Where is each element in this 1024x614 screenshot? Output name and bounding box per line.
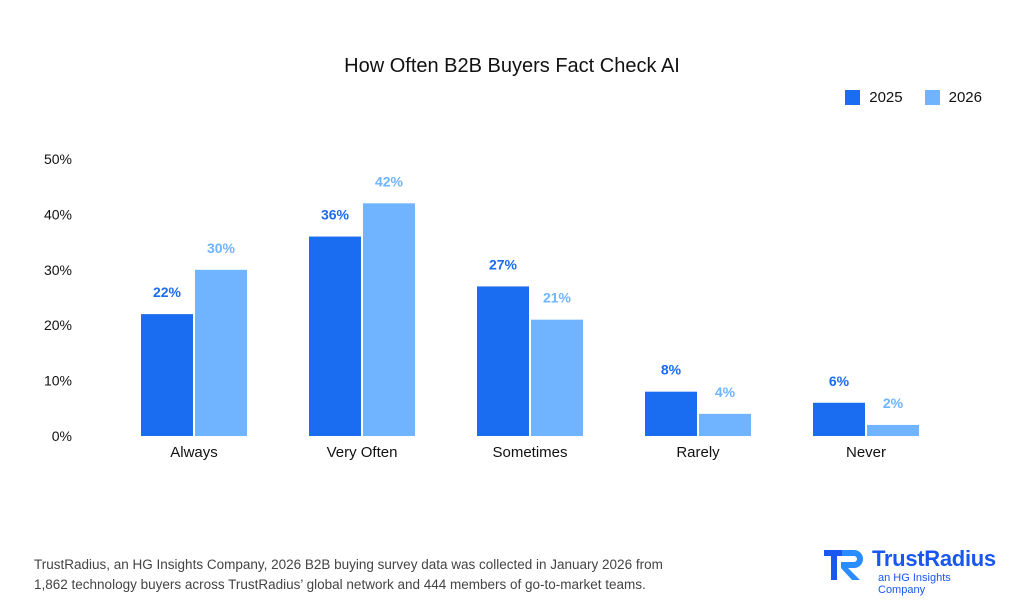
chart-title: How Often B2B Buyers Fact Check AI bbox=[344, 55, 680, 77]
logo-name: TrustRadius bbox=[872, 546, 996, 571]
data-label: 27% bbox=[489, 256, 518, 272]
legend-swatch-2026 bbox=[924, 90, 940, 105]
footnote-line-1: TrustRadius, an HG Insights Company, 202… bbox=[34, 557, 663, 572]
bar-2025-rarely bbox=[645, 391, 697, 436]
trustradius-logo-icon bbox=[824, 550, 863, 580]
data-label: 8% bbox=[661, 362, 682, 378]
bar-2025-always bbox=[141, 314, 193, 436]
bar-2026-sometimes bbox=[531, 319, 583, 436]
legend-item-2025: 2025 bbox=[845, 89, 903, 106]
bar-2025-sometimes bbox=[477, 286, 529, 436]
footnote-line-2: 1,862 technology buyers across TrustRadi… bbox=[34, 577, 646, 592]
data-label: 22% bbox=[153, 284, 182, 300]
data-label: 21% bbox=[543, 290, 572, 306]
footnote: TrustRadius, an HG Insights Company, 202… bbox=[34, 555, 734, 595]
legend: 2025 2026 bbox=[823, 89, 982, 106]
y-tick-label: 50% bbox=[44, 151, 72, 167]
bar-2026-always bbox=[195, 269, 247, 436]
legend-label-2026: 2026 bbox=[948, 89, 982, 106]
x-tick-label: Rarely bbox=[676, 444, 720, 461]
y-tick-label: 30% bbox=[44, 262, 72, 278]
data-label: 4% bbox=[715, 384, 736, 400]
x-tick-label: Never bbox=[846, 444, 886, 461]
y-tick-label: 10% bbox=[44, 373, 72, 389]
data-label: 6% bbox=[829, 373, 850, 389]
data-label: 2% bbox=[883, 395, 904, 411]
trustradius-logo: TrustRadius an HG Insights Company bbox=[824, 546, 999, 596]
y-tick-label: 20% bbox=[44, 317, 72, 333]
y-tick-label: 0% bbox=[52, 428, 72, 444]
bar-2025-never bbox=[813, 402, 865, 436]
x-tick-label: Sometimes bbox=[492, 444, 567, 461]
bar-2026-rarely bbox=[699, 413, 751, 436]
x-tick-label: Always bbox=[170, 444, 218, 461]
data-label: 36% bbox=[321, 207, 350, 223]
x-tick-label: Very Often bbox=[327, 444, 398, 461]
legend-swatch-2025 bbox=[845, 90, 861, 105]
legend-label-2025: 2025 bbox=[869, 89, 903, 106]
bar-2026-very-often bbox=[363, 203, 415, 436]
logo-tagline: an HG Insights Company bbox=[878, 572, 951, 596]
data-label: 30% bbox=[207, 240, 236, 256]
data-label: 42% bbox=[375, 173, 404, 189]
bar-2026-never bbox=[867, 424, 919, 436]
bar-2025-very-often bbox=[309, 236, 361, 436]
y-tick-label: 40% bbox=[44, 206, 72, 222]
legend-item-2026: 2026 bbox=[924, 89, 982, 106]
